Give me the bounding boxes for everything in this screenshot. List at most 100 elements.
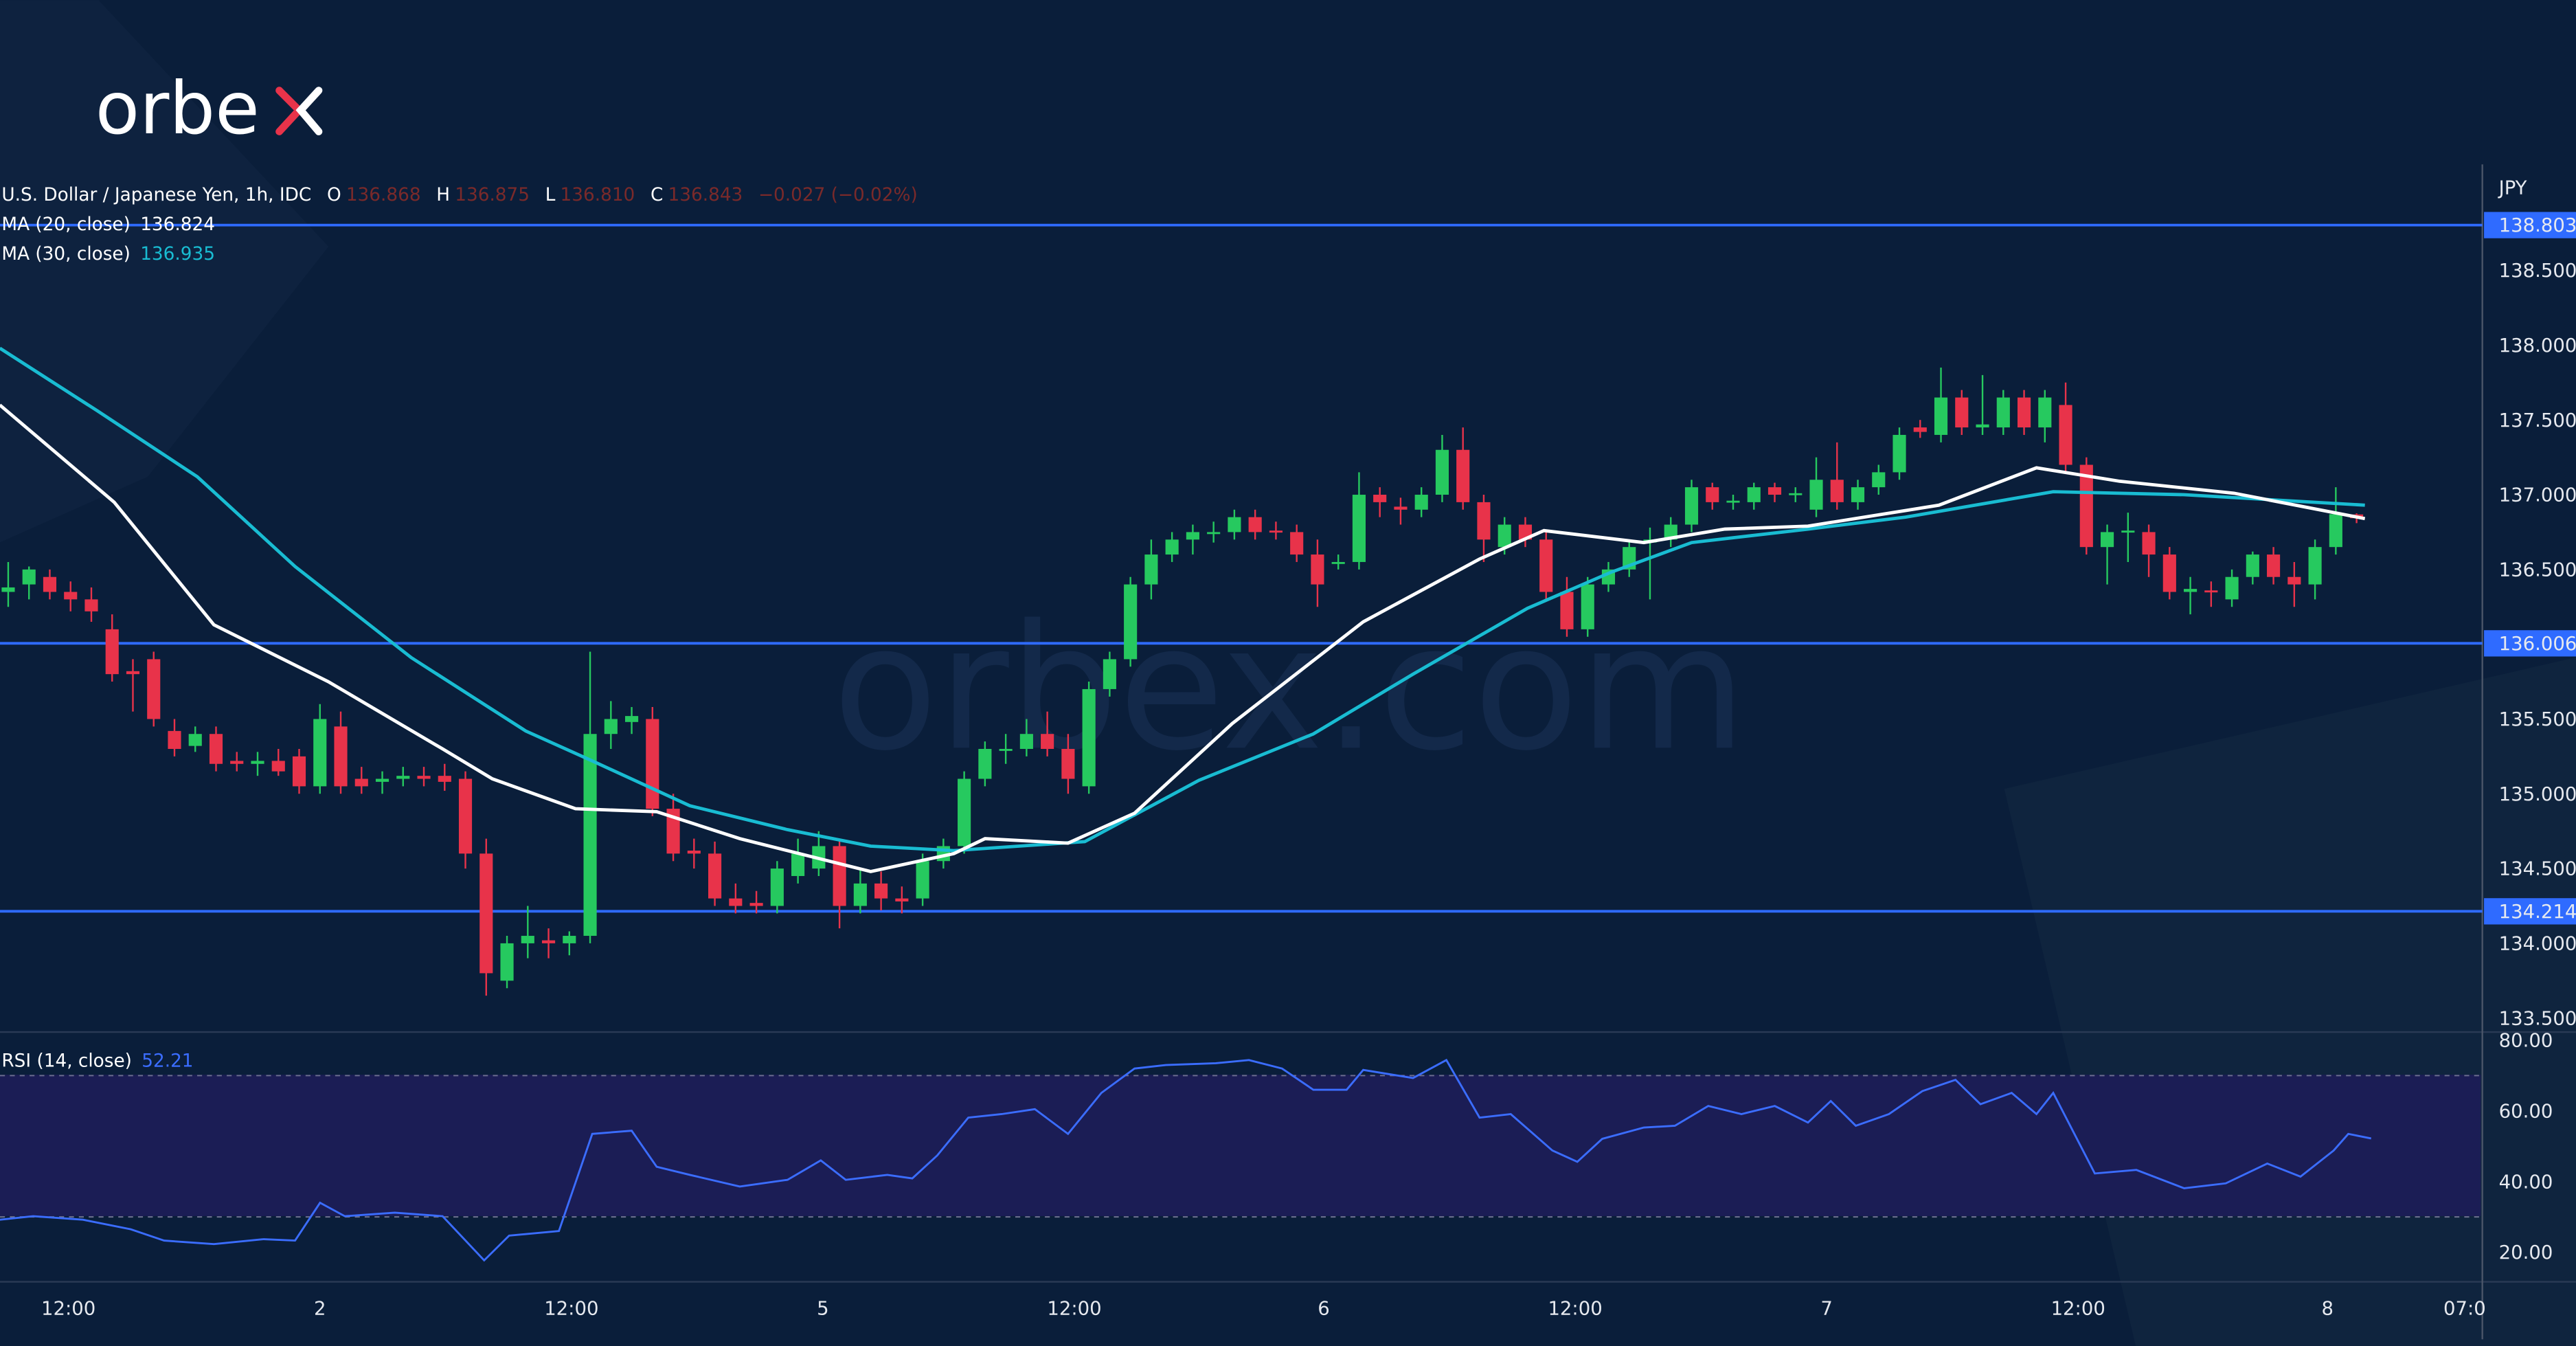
candle	[563, 931, 576, 956]
candle-body	[1228, 517, 1241, 532]
candle	[770, 861, 784, 914]
candle	[604, 701, 618, 749]
candle-body	[916, 861, 929, 899]
candle	[1041, 711, 1054, 756]
level-price-badge	[2484, 212, 2576, 238]
candle	[1331, 554, 1345, 570]
time-axis[interactable]: 12:00 2 12:00 5 12:00 6 12:00 7 12:00 8 07:0	[41, 1297, 2486, 1319]
price-tick-label: 137.500	[2499, 410, 2576, 431]
watermark: orbex.com	[833, 588, 1747, 789]
ma20-legend[interactable]: MA (20, close) 136.824	[1, 214, 215, 235]
candle-body	[833, 846, 846, 906]
candle	[749, 890, 763, 914]
candle-body	[2038, 397, 2052, 428]
candle	[1165, 532, 1179, 562]
horizontal-levels	[0, 223, 2483, 913]
price-axis[interactable]: 138.500 138.000 137.500 137.000 136.500 135.5…	[2484, 212, 2576, 1264]
price-tick-label: 134.500	[2499, 858, 2576, 880]
logo-x-white	[295, 87, 323, 135]
candle	[251, 752, 264, 776]
candle	[729, 883, 743, 914]
candle	[1913, 420, 1927, 438]
level-price-label: 134.214	[2499, 901, 2576, 923]
candle-body	[1498, 524, 1511, 548]
candle	[874, 871, 888, 911]
candle-body	[853, 883, 867, 906]
candle	[2267, 547, 2281, 585]
candle-body	[2184, 589, 2197, 592]
open-label: O	[327, 185, 341, 205]
candle-body	[1893, 434, 1906, 473]
candle-body	[874, 883, 888, 899]
rsi-legend[interactable]: RSI (14, close) 52.21	[1, 1051, 193, 1071]
candle	[1872, 464, 1886, 495]
candle-body	[563, 936, 576, 943]
candle-body	[43, 576, 57, 592]
candle	[1435, 434, 1449, 502]
candle	[2329, 487, 2342, 555]
candle-body	[604, 719, 618, 734]
ma30-legend[interactable]: MA (30, close) 136.935	[1, 244, 215, 265]
candle-body	[1789, 493, 1803, 495]
candle-body	[1331, 561, 1345, 564]
candle	[541, 928, 556, 958]
rsi-tick-label: 80.00	[2499, 1030, 2553, 1052]
candle-body	[147, 659, 161, 719]
candle	[417, 767, 431, 787]
time-tick-label: 12:00	[2051, 1297, 2105, 1319]
candle	[354, 767, 368, 794]
candle	[1248, 509, 1262, 540]
candle	[2142, 524, 2156, 577]
candle-body	[22, 569, 36, 585]
candle-body	[770, 868, 784, 906]
candle-body	[1747, 487, 1761, 502]
candle-body	[375, 778, 389, 782]
rsi-value: 52.21	[142, 1051, 193, 1071]
candle-body	[2225, 576, 2239, 600]
candle	[1684, 480, 1699, 532]
candle-body	[1706, 487, 1719, 502]
candle	[1, 561, 15, 607]
candle-body	[1248, 517, 1262, 532]
candle-body	[583, 734, 597, 936]
low-value: 136.810	[561, 185, 635, 205]
candle	[313, 704, 327, 794]
candle	[1269, 521, 1283, 540]
candle-body	[1207, 532, 1221, 535]
time-tick-label: 12:00	[1548, 1297, 1602, 1319]
rsi-line-group	[0, 1058, 2372, 1262]
candle-body	[624, 716, 639, 722]
candle	[1228, 509, 1241, 540]
candle	[438, 763, 451, 791]
candle-body	[396, 776, 410, 779]
candle	[2225, 569, 2239, 607]
candle	[583, 651, 597, 943]
candle	[1789, 487, 1803, 502]
candle-body	[2100, 532, 2114, 548]
candle	[1311, 539, 1324, 607]
candle-body	[1934, 397, 1948, 435]
candle-body	[729, 898, 743, 906]
candle	[1976, 374, 1989, 435]
candle	[126, 659, 140, 712]
candle	[895, 886, 909, 914]
candle-body	[1477, 502, 1491, 540]
candle	[1456, 427, 1470, 510]
candle	[396, 767, 410, 787]
candle-body	[1103, 659, 1116, 689]
candle	[147, 651, 161, 727]
candle-body	[438, 776, 451, 782]
time-tick-label: 5	[817, 1297, 829, 1319]
ma20-label: MA (20, close)	[1, 214, 130, 235]
candle	[1352, 472, 1366, 570]
candle-body	[1061, 748, 1075, 779]
close-value: 136.843	[668, 185, 743, 205]
candle	[1955, 390, 1969, 435]
candle-body	[1767, 487, 1782, 495]
candle	[2017, 390, 2031, 435]
ma30-value: 136.935	[140, 244, 215, 265]
candle	[2287, 561, 2301, 607]
candle-body	[978, 748, 992, 779]
